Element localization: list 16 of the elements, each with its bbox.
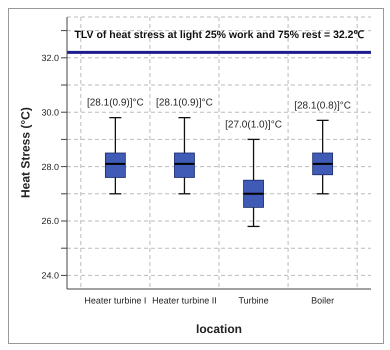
y-tick-label: 28.0 (41, 162, 59, 172)
annotation: [28.1(0.8)]°C (294, 100, 352, 112)
x-tick-label: Boiler (311, 295, 334, 306)
annotation: [28.1(0.9)]°C (156, 98, 213, 109)
y-tick-label: 32.0 (41, 52, 59, 63)
ref-line-label: TLV of heat stress at light 25% work and 75% rest = 32.2℃ (74, 28, 365, 41)
annotation: [28.1(0.9)]°C (86, 98, 144, 109)
y-axis-title: Heat Stress (°C) (18, 107, 32, 198)
x-tick-label: Heater turbine II (152, 295, 217, 306)
y-tick-label: 30.0 (41, 107, 59, 118)
annotation: [27.0(1.0)]°C (225, 119, 282, 130)
x-tick-label: Heater turbine I (84, 295, 146, 306)
x-tick-label: Turbine (238, 295, 269, 306)
x-axis-title: location (196, 322, 242, 336)
y-tick-label: 24.0 (41, 270, 59, 281)
y-tick-label: 26.0 (41, 216, 59, 226)
